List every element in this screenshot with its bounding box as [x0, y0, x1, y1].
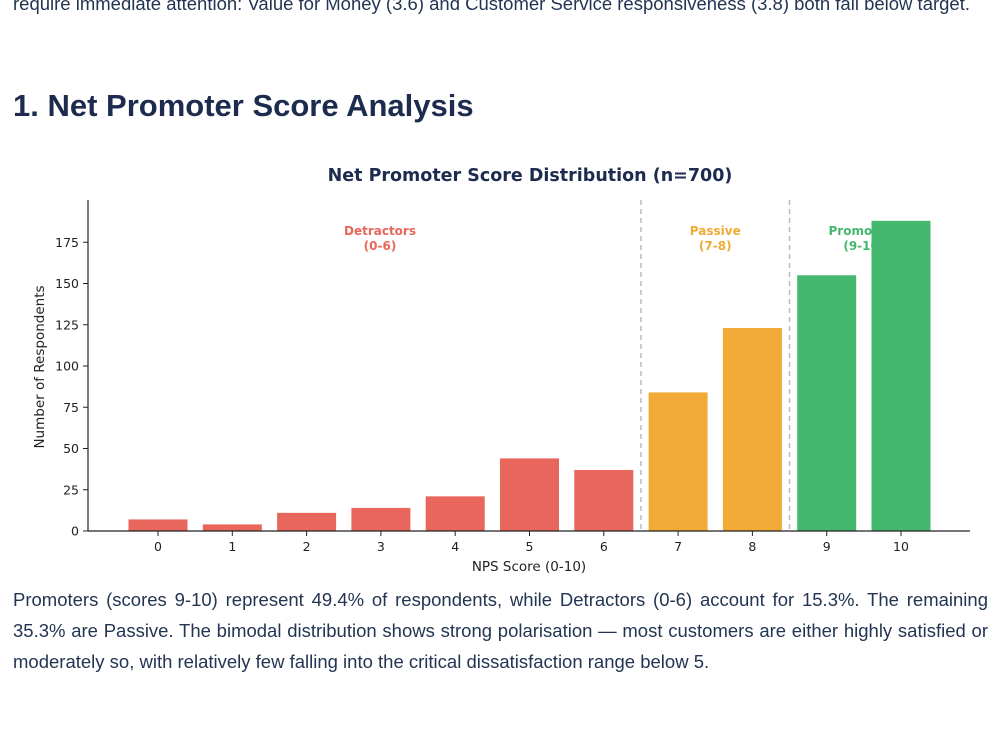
bar-score-9 — [797, 275, 857, 531]
x-tick-label-4: 4 — [451, 539, 459, 554]
bar-score-10 — [871, 220, 931, 532]
x-tick-label-2: 2 — [303, 539, 311, 554]
bar-score-4 — [425, 496, 485, 531]
x-axis-label: NPS Score (0-10) — [472, 559, 586, 575]
x-tick-label-5: 5 — [526, 539, 534, 554]
nps-distribution-chart: Net Promoter Score Distribution (n=700) … — [32, 166, 970, 575]
y-tick-label-50: 50 — [63, 441, 79, 456]
y-tick-label-100: 100 — [55, 359, 79, 374]
x-tick-label-1: 1 — [228, 539, 236, 554]
x-tick-label-7: 7 — [674, 539, 682, 554]
segment-label-detractors: Detractors — [344, 224, 416, 238]
segment-labels: Detractors(0-6) Passive(7-8) Promoters(9-1… — [344, 224, 899, 253]
bar-score-7 — [648, 392, 708, 531]
x-axis: 0 1 2 3 4 5 6 7 8 9 10 — [154, 531, 909, 554]
chart-title: Net Promoter Score Distribution (n=700) — [328, 166, 733, 186]
bar-score-0 — [128, 519, 188, 531]
y-axis: 0 25 50 75 100 125 150 175 — [55, 235, 88, 539]
y-axis-label: Number of Respondents — [32, 285, 48, 448]
bar-score-2 — [277, 512, 337, 531]
bar-score-6 — [574, 469, 634, 531]
y-tick-label-150: 150 — [55, 276, 79, 291]
bars-group — [128, 220, 931, 532]
y-tick-label-125: 125 — [55, 317, 79, 332]
x-tick-label-0: 0 — [154, 539, 162, 554]
segment-range-passive: (7-8) — [699, 239, 732, 253]
y-tick-label-25: 25 — [63, 482, 79, 497]
x-tick-label-10: 10 — [893, 539, 909, 554]
section-heading: 1. Net Promoter Score Analysis — [13, 88, 474, 123]
y-tick-label-0: 0 — [71, 524, 79, 539]
segment-label-passive: Passive — [690, 224, 741, 238]
bar-score-1 — [202, 524, 262, 531]
bar-score-3 — [351, 507, 411, 531]
segment-label-promoters: Promoters — [829, 224, 900, 238]
intro-paragraph: require immediate attention: Value for M… — [13, 0, 970, 14]
segment-dividers — [640, 200, 791, 531]
segment-range-promoters: (9-10) — [843, 239, 884, 253]
y-tick-label-175: 175 — [55, 235, 79, 250]
x-tick-label-3: 3 — [377, 539, 385, 554]
x-tick-label-8: 8 — [748, 539, 756, 554]
bar-score-5 — [500, 458, 559, 531]
summary-paragraph: Promoters (scores 9-10) represent 49.4% … — [13, 589, 988, 672]
segment-range-detractors: (0-6) — [364, 239, 397, 253]
y-tick-label-75: 75 — [63, 400, 79, 415]
bar-score-8 — [722, 328, 782, 531]
x-tick-label-9: 9 — [823, 539, 831, 554]
x-tick-label-6: 6 — [600, 539, 608, 554]
